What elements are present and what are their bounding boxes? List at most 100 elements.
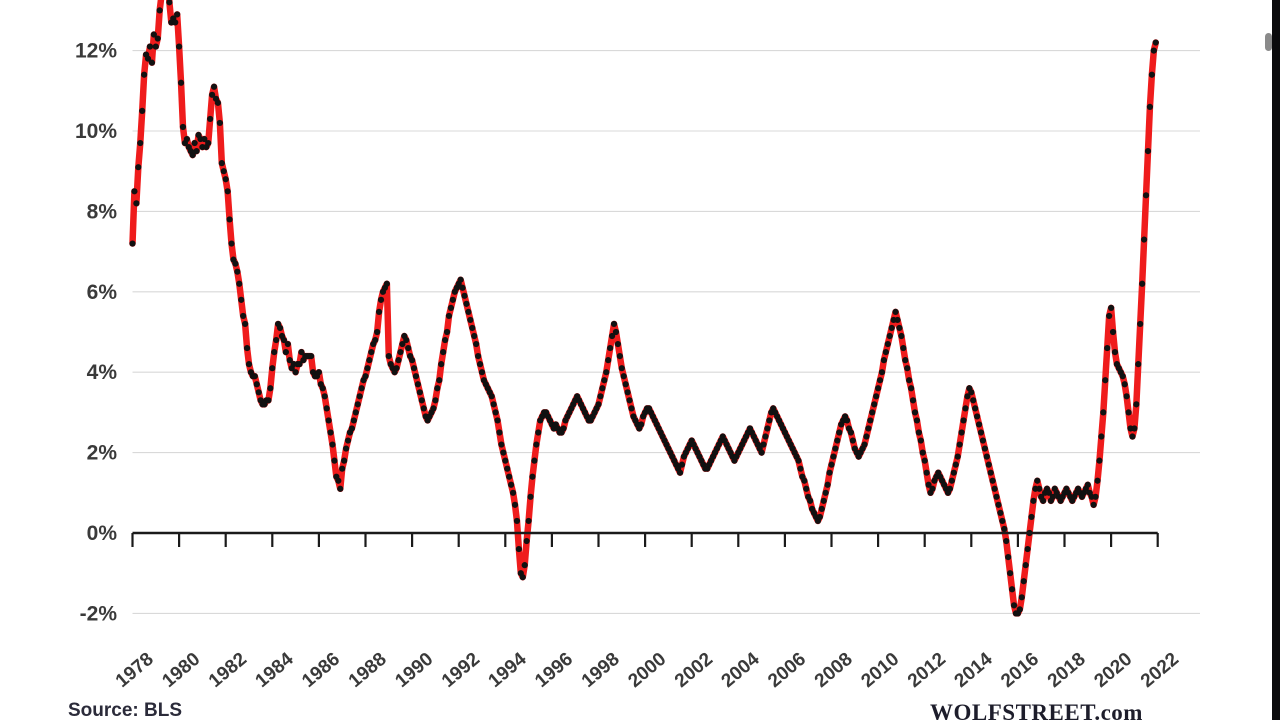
data-point-marker: [1022, 562, 1029, 569]
data-point-marker: [152, 43, 159, 50]
data-point-marker: [154, 35, 161, 42]
y-tick-label: 12%: [75, 40, 117, 63]
data-point-marker: [1108, 304, 1115, 311]
data-point-marker: [174, 11, 181, 18]
data-point-marker: [560, 425, 567, 432]
data-point-marker: [620, 373, 627, 380]
data-point-marker: [267, 385, 274, 392]
data-point-marker: [816, 513, 823, 521]
x-tick-label: 1982: [205, 649, 251, 692]
data-point-marker: [603, 369, 610, 376]
data-point-marker: [135, 164, 142, 171]
data-point-marker: [913, 417, 921, 424]
x-tick-label: 2000: [624, 649, 670, 692]
x-tick-label: 1992: [438, 649, 484, 692]
data-point-marker: [331, 457, 338, 464]
data-point-marker: [1090, 501, 1097, 508]
data-point-marker: [519, 574, 526, 581]
data-point-marker: [461, 292, 468, 299]
data-point-marker: [1001, 525, 1008, 533]
data-point-marker: [1016, 606, 1023, 613]
data-point-marker: [176, 43, 183, 50]
data-point-marker: [238, 296, 245, 303]
data-point-marker: [1125, 409, 1132, 416]
data-point-marker: [1123, 393, 1130, 400]
y-tick-label: -2%: [80, 602, 118, 625]
data-point-marker: [968, 389, 975, 396]
y-tick-label: 4%: [87, 361, 118, 384]
data-point-marker: [403, 336, 410, 344]
data-point-marker: [607, 344, 614, 352]
data-point-marker: [826, 469, 833, 476]
data-point-marker: [1036, 485, 1043, 492]
data-point-marker: [882, 349, 889, 356]
data-point-marker: [795, 457, 802, 464]
data-point-marker: [956, 441, 963, 448]
data-point-marker: [414, 381, 422, 388]
data-point-marker: [339, 465, 346, 472]
data-point-marker: [1137, 320, 1144, 328]
data-point-marker: [1020, 578, 1027, 585]
data-point-marker: [463, 300, 470, 307]
x-tick-label: 2016: [997, 649, 1043, 692]
data-point-marker: [985, 461, 992, 468]
data-point-marker: [179, 123, 187, 131]
data-point-marker: [1135, 361, 1142, 368]
data-point-marker: [513, 517, 521, 525]
data-point-marker: [430, 405, 437, 412]
data-point-marker: [597, 393, 604, 400]
data-point-marker: [436, 377, 443, 384]
data-point-marker: [383, 280, 390, 287]
x-tick-label: 1980: [158, 649, 204, 692]
data-point-marker: [150, 31, 157, 38]
data-point-marker: [908, 385, 915, 392]
x-tick-label: 2018: [1044, 649, 1090, 692]
data-point-marker: [245, 361, 253, 368]
data-point-marker: [946, 485, 954, 492]
data-point-marker: [535, 429, 542, 436]
data-point-marker: [500, 449, 507, 456]
scrollbar-thumb[interactable]: [1265, 33, 1272, 51]
data-point-marker: [1003, 537, 1010, 545]
data-point-marker: [529, 473, 536, 480]
x-tick-label: 1998: [578, 649, 624, 692]
x-tick-label: 2010: [857, 649, 903, 692]
data-point-marker: [888, 324, 895, 332]
data-point-marker: [148, 59, 156, 66]
data-point-marker: [133, 200, 140, 207]
data-point-marker: [1034, 477, 1041, 484]
data-point-marker: [224, 188, 231, 195]
data-point-marker: [372, 336, 379, 344]
data-point-marker: [416, 389, 423, 396]
data-point-marker: [1040, 497, 1047, 504]
data-point-marker: [445, 312, 453, 320]
data-point-marker: [251, 373, 258, 380]
data-point-marker: [475, 353, 482, 360]
x-tick-label: 1990: [391, 649, 437, 692]
data-point-marker: [490, 401, 497, 408]
data-point-marker: [828, 461, 835, 468]
data-point-marker: [987, 469, 994, 476]
data-point-marker: [352, 409, 359, 416]
data-point-marker: [904, 365, 911, 372]
x-tick-label: 2004: [718, 648, 764, 692]
data-point-marker: [989, 477, 996, 484]
data-point-marker: [983, 453, 990, 460]
data-point-marker: [861, 441, 868, 448]
data-point-marker: [1010, 602, 1018, 609]
data-point-marker: [395, 357, 402, 364]
data-point-marker: [871, 401, 878, 408]
data-point-marker: [356, 393, 363, 400]
data-point-marker: [362, 373, 369, 380]
cpi-series: [129, 0, 1160, 617]
data-point-marker: [201, 135, 208, 143]
data-point-marker: [601, 377, 608, 384]
data-point-marker: [1094, 477, 1101, 484]
data-point-marker: [909, 397, 917, 404]
data-point-marker: [502, 457, 509, 464]
data-point-marker: [146, 43, 154, 50]
data-point-marker: [344, 437, 352, 444]
data-point-marker: [964, 393, 971, 400]
data-point-marker: [442, 336, 449, 344]
